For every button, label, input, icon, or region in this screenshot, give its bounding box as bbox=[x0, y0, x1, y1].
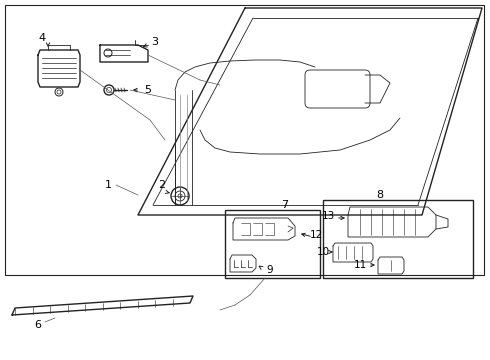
Text: 1: 1 bbox=[104, 180, 112, 190]
Bar bbox=[225, 210, 320, 278]
Text: 2: 2 bbox=[158, 180, 166, 190]
Text: 11: 11 bbox=[354, 260, 367, 270]
Text: 13: 13 bbox=[322, 211, 335, 221]
Text: 6: 6 bbox=[34, 320, 42, 330]
Bar bbox=[5, 5, 484, 275]
Text: 5: 5 bbox=[145, 85, 151, 95]
Text: 8: 8 bbox=[376, 190, 384, 200]
Text: 3: 3 bbox=[151, 37, 158, 47]
Text: 10: 10 bbox=[317, 247, 330, 257]
Text: 12: 12 bbox=[310, 230, 323, 240]
Text: 9: 9 bbox=[267, 265, 273, 275]
Text: 4: 4 bbox=[38, 33, 46, 43]
Bar bbox=[323, 200, 473, 278]
Text: 7: 7 bbox=[281, 200, 289, 210]
